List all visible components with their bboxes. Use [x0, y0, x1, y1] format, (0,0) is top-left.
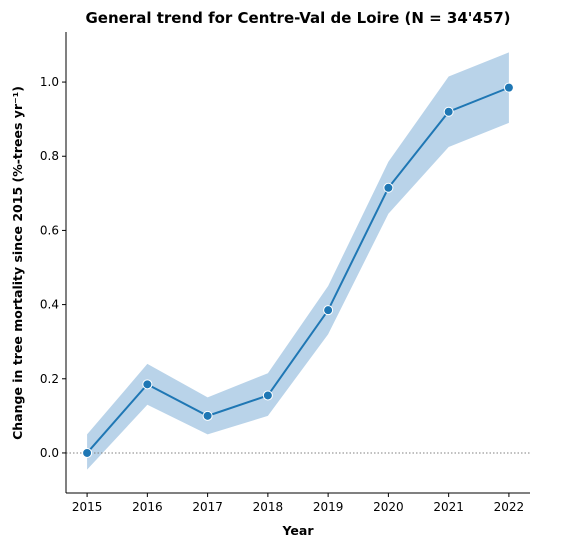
data-point-2022: [503, 82, 514, 93]
y-tick-label: 0.4: [40, 298, 59, 312]
data-point-2020: [383, 182, 394, 193]
series-line: [86, 86, 510, 454]
x-tick-label: 2017: [192, 500, 223, 514]
y-tick-label: 1.0: [40, 75, 59, 89]
data-point-2019: [323, 305, 334, 316]
data-point-2021: [443, 106, 454, 117]
y-tick-label: 0.0: [40, 446, 59, 460]
y-tick-label: 0.8: [40, 149, 59, 163]
chart-title: General trend for Centre-Val de Loire (N…: [85, 9, 510, 27]
x-tick-label: 2021: [433, 500, 464, 514]
plot-area: 2015 2016 2017 2018 2019 2020 2021 2022 0.0 0.2 0.…: [40, 32, 530, 514]
data-point-2018: [262, 390, 273, 401]
x-tick-label: 2019: [313, 500, 344, 514]
x-tick-label: 2016: [132, 500, 163, 514]
x-tick-label: 2020: [373, 500, 404, 514]
x-axis-label: Year: [282, 523, 315, 538]
data-point-2016: [142, 379, 153, 390]
y-tick-label: 0.2: [40, 372, 59, 386]
y-axis-label: Change in tree mortality since 2015 (%-t…: [10, 86, 25, 440]
data-point-2015: [82, 447, 93, 458]
y-tick-label: 0.6: [40, 223, 59, 237]
confidence-band: [87, 52, 509, 470]
x-tick-label: 2018: [253, 500, 284, 514]
x-tick-label: 2022: [494, 500, 525, 514]
x-tick-label: 2015: [72, 500, 103, 514]
data-point-2017: [202, 410, 213, 421]
